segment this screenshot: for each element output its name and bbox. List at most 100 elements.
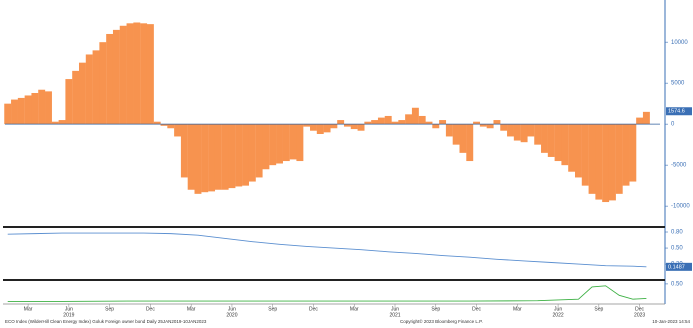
- bar: [642, 111, 650, 125]
- bar: [452, 124, 460, 145]
- bar: [140, 23, 148, 125]
- x-tick-label: Sep: [431, 306, 440, 312]
- bar: [547, 124, 555, 157]
- bar: [160, 124, 168, 126]
- x-tick-label: Dec: [635, 306, 644, 312]
- bar: [262, 124, 270, 170]
- x-tick-label: Jun: [65, 306, 73, 312]
- bar: [221, 124, 229, 190]
- bar: [146, 24, 154, 125]
- bar: [425, 121, 433, 125]
- bar: [303, 124, 311, 127]
- x-tick-label: Jun: [228, 306, 236, 312]
- bar: [466, 124, 474, 162]
- bar: [622, 124, 630, 186]
- x-tick-label: Mar: [513, 306, 522, 312]
- bar: [228, 124, 236, 189]
- bar: [106, 33, 114, 125]
- bar: [208, 124, 216, 192]
- bar: [248, 124, 256, 182]
- y-tick-label: 0.50: [671, 246, 683, 252]
- bar: [445, 124, 453, 137]
- bar: [574, 124, 582, 178]
- bar: [364, 121, 372, 125]
- y-tick-label: 0: [671, 122, 675, 128]
- bar: [330, 124, 338, 129]
- bar: [507, 124, 514, 137]
- bar: [296, 124, 304, 162]
- bar: [242, 124, 249, 186]
- y-tick-label: 5000: [671, 81, 685, 87]
- bar: [527, 124, 535, 137]
- last-value-label: 1574.6: [668, 109, 685, 115]
- bar: [500, 124, 508, 131]
- bar: [520, 124, 528, 143]
- footer-right: 10-Jan-2023 14:54: [652, 319, 690, 324]
- bar: [289, 124, 297, 160]
- x-tick-label: Mar: [24, 306, 33, 312]
- bar: [398, 120, 406, 125]
- bar: [337, 120, 345, 125]
- bar: [493, 120, 501, 125]
- bar: [187, 124, 195, 190]
- x-tick-label: Jun: [391, 306, 399, 312]
- bar: [65, 79, 73, 125]
- bar: [343, 124, 351, 127]
- bar: [432, 124, 440, 129]
- bar: [153, 121, 161, 125]
- bar: [255, 124, 263, 178]
- bar: [629, 124, 637, 182]
- bar: [167, 124, 175, 129]
- bar: [316, 124, 324, 134]
- bar: [4, 103, 12, 125]
- bar: [534, 124, 542, 145]
- bar: [119, 25, 127, 125]
- bar: [276, 124, 283, 164]
- year-label: 2022: [553, 312, 564, 318]
- bar: [99, 42, 107, 125]
- bar: [11, 99, 18, 125]
- x-tick-label: Mar: [350, 306, 359, 312]
- bar: [38, 89, 46, 125]
- y-tick-label: -5000: [671, 163, 687, 169]
- bar: [541, 124, 548, 153]
- bar: [486, 124, 494, 129]
- bar: [602, 124, 610, 203]
- bar: [201, 124, 209, 193]
- bar: [31, 93, 39, 125]
- last-value-box: [666, 262, 692, 271]
- bar: [561, 124, 569, 166]
- bar: [391, 121, 399, 125]
- x-tick-label: Dec: [472, 306, 481, 312]
- bar: [350, 124, 358, 130]
- bar: [51, 121, 59, 125]
- y-tick-label: -10000: [671, 204, 690, 210]
- bar: [235, 124, 243, 187]
- bar: [85, 54, 93, 125]
- line: [7, 285, 647, 302]
- bar: [554, 124, 562, 162]
- bar: [377, 117, 385, 125]
- line: [7, 232, 647, 268]
- footer-center: Copyright© 2023 Bloomberg Finance L.P.: [400, 318, 483, 324]
- bar: [92, 50, 100, 125]
- y-tick-label: 0.50: [671, 281, 683, 287]
- bar: [194, 124, 202, 194]
- x-tick-label: Mar: [187, 306, 196, 312]
- x-tick-label: Dec: [146, 306, 155, 312]
- bar: [180, 124, 188, 178]
- bar: [473, 121, 481, 125]
- bar: [133, 22, 141, 125]
- last-value-label: 0.1487: [668, 264, 685, 270]
- bar: [479, 124, 487, 127]
- y-tick-label: 10000: [671, 40, 688, 46]
- bar: [568, 124, 576, 172]
- x-tick-label: Jun: [554, 306, 562, 312]
- bar: [282, 124, 290, 162]
- x-tick-label: Sep: [268, 306, 277, 312]
- year-label: 2019: [63, 312, 74, 318]
- bar: [357, 124, 365, 131]
- x-tick-label: Dec: [309, 306, 318, 312]
- bar: [636, 117, 644, 125]
- y-tick-label: 0.80: [671, 230, 683, 236]
